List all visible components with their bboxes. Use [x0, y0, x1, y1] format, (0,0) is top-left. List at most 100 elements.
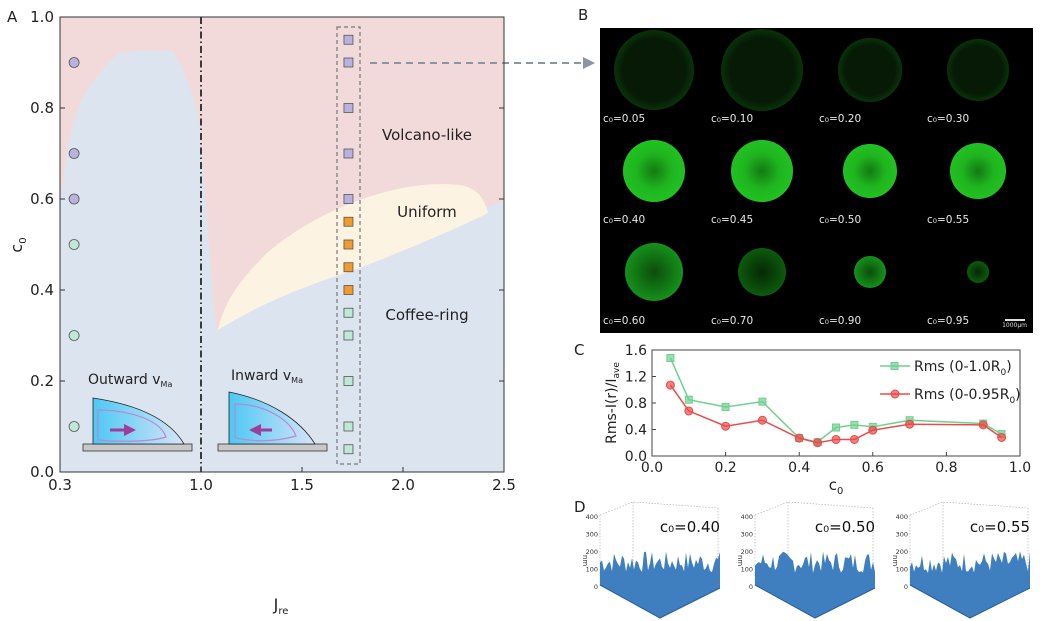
- x-tick-label-a: 1.5: [290, 476, 314, 494]
- surface-base: [909, 584, 1031, 619]
- droplet-deposit: [623, 140, 685, 202]
- fluorescence-image: c₀=0.90: [816, 230, 924, 331]
- series-line-0: [669, 357, 1002, 443]
- surface-label: c₀=0.40: [660, 518, 720, 536]
- z-tick-label: 100: [586, 566, 598, 574]
- series-point-square: [666, 353, 675, 362]
- concentration-label: c₀=0.60: [603, 315, 646, 327]
- fluorescence-image: c₀=0.45: [708, 129, 816, 230]
- data-point-square: [343, 262, 354, 273]
- droplet-deposit: [613, 29, 695, 111]
- pointer-arrowhead: [583, 57, 595, 69]
- region-label-volcano: Volcano-like: [382, 126, 472, 144]
- data-point-circle: [68, 330, 80, 341]
- y-axis-label-c: Rms-I(r)/Iave: [604, 362, 622, 444]
- y-tick-label-c: 1.6: [625, 343, 647, 359]
- x-tick-label-c: 0.4: [788, 460, 810, 476]
- phase-diagram: 0.3 1.0 1.5 2.0 2.5 0.0 0.2 0.4 0.6 0.8 1.0 Volcan…: [7, 8, 595, 617]
- series-point-circle: [978, 420, 988, 430]
- x-tick-label-c: 0.6: [862, 460, 884, 476]
- z-tick-label: 0: [749, 583, 753, 591]
- fluorescence-image: c₀=0.70: [708, 230, 816, 331]
- droplet-deposit: [838, 38, 902, 102]
- surface-base: [599, 584, 721, 619]
- z-tick-label: 400: [586, 513, 598, 521]
- y-tick-label-a: 0.6: [30, 190, 54, 208]
- scale-bar-label: 1000μm: [1002, 322, 1027, 329]
- y-tick-label-c: 1.2: [625, 370, 647, 386]
- data-point-square: [343, 148, 354, 159]
- inward-flow-droplet-icon: [217, 391, 328, 452]
- x-axis-label-c: c0: [829, 476, 844, 497]
- droplet-deposit: [853, 255, 887, 289]
- y-tick-label-a: 1.0: [30, 8, 54, 26]
- y-tick-label-c: 0.4: [625, 423, 647, 439]
- y-tick-label-a: 0.2: [30, 372, 54, 390]
- y-tick-label-c: 0.0: [625, 449, 647, 465]
- fluorescence-image: c₀=0.10: [708, 28, 816, 129]
- z-unit-label: nm: [736, 555, 744, 566]
- data-point-square: [343, 103, 354, 113]
- x-tick-label-c: 0.0: [641, 460, 663, 476]
- droplet-deposit: [731, 140, 793, 202]
- concentration-label: c₀=0.90: [819, 315, 862, 327]
- surface-plots: D 0 100 200 300 400 nm c₀=0.40 0 100 200 300 400 nm c…: [574, 498, 1031, 619]
- droplet-deposit: [966, 260, 990, 284]
- legend-marker: [890, 362, 899, 370]
- annotation-inward: Inward vMa: [231, 368, 303, 385]
- scale-bar-line: [1004, 319, 1025, 321]
- y-tick-label-a: 0.8: [30, 99, 54, 117]
- x-tick-label-c: 0.2: [714, 460, 736, 476]
- plot-box: [909, 501, 1029, 585]
- surface-base: [754, 584, 876, 619]
- surface-mesh: [755, 551, 875, 618]
- series-point-square: [832, 423, 840, 432]
- z-unit-label: nm: [891, 555, 899, 566]
- fluorescence-image: c₀=0.30: [924, 28, 1032, 129]
- surface-mesh: [600, 551, 720, 618]
- concentration-label: c₀=0.20: [819, 113, 862, 125]
- series-point-circle: [757, 415, 767, 425]
- legend-label: Rms (0-0.95R0): [914, 387, 1021, 406]
- scale-bar: 1000μm: [1002, 319, 1027, 329]
- x-tick-label-a: 2.0: [391, 476, 415, 494]
- data-point-circle: [68, 148, 80, 159]
- concentration-label: c₀=0.10: [711, 113, 754, 125]
- concentration-label: c₀=0.50: [819, 214, 862, 226]
- x-tick-label-a: 2.5: [492, 476, 516, 494]
- data-point-square: [343, 330, 354, 341]
- concentration-label: c₀=0.40: [603, 214, 646, 226]
- surface-mesh: [910, 551, 1030, 618]
- series-point-circle: [813, 438, 823, 448]
- data-point-square: [343, 444, 354, 455]
- data-point-square: [343, 307, 354, 318]
- series-point-square: [721, 402, 730, 411]
- series-point-circle: [868, 425, 878, 435]
- data-point-square: [343, 239, 354, 250]
- x-tick-label-c: 1.0: [1009, 460, 1031, 476]
- plot-frame-a: [59, 16, 505, 473]
- data-point-square: [343, 57, 354, 68]
- y-tick-label-a: 0.0: [30, 463, 54, 481]
- uniform-region: [218, 184, 488, 330]
- concentration-label: c₀=0.05: [603, 113, 646, 125]
- data-point-square: [343, 34, 354, 45]
- droplet-deposit: [843, 144, 897, 198]
- series-point-circle: [997, 432, 1007, 442]
- z-tick-label: 200: [741, 548, 753, 556]
- z-tick-label: 100: [896, 566, 908, 574]
- series-point-circle: [849, 434, 859, 444]
- fluorescence-image: c₀=0.95: [924, 230, 1032, 331]
- fluorescence-image: c₀=0.60: [600, 230, 708, 331]
- data-point-circle: [68, 421, 80, 432]
- z-tick-label: 300: [586, 531, 598, 539]
- panel-label-c: C: [574, 341, 584, 359]
- data-point-square: [343, 216, 354, 227]
- z-tick-label: 0: [904, 583, 908, 591]
- y-axis-label-a: c0: [7, 237, 29, 252]
- panel-label-a: A: [7, 8, 18, 26]
- droplet-deposit: [625, 243, 683, 301]
- surface-plot: 0 100 200 300 400 nm c₀=0.50: [736, 501, 876, 619]
- y-tick-label-c: 0.8: [625, 396, 647, 412]
- surface-plot: 0 100 200 300 400 nm c₀=0.40: [581, 501, 721, 619]
